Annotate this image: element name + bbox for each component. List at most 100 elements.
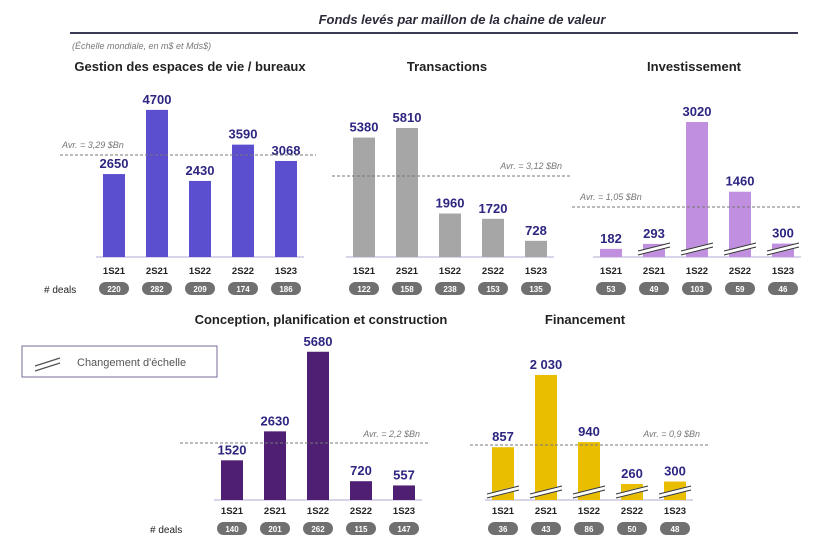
deals-badge — [574, 522, 604, 535]
deals-badge — [346, 522, 376, 535]
deals-count: 153 — [486, 285, 500, 294]
deals-label-top: # deals — [44, 285, 76, 296]
deals-count: 86 — [585, 525, 594, 534]
average-label: Avr. = 1,05 $Bn — [579, 192, 642, 202]
deals-count: 238 — [443, 285, 457, 294]
bar — [729, 191, 751, 257]
bar — [103, 174, 125, 257]
x-tick-label: 1S21 — [353, 266, 376, 277]
deals-count: 282 — [150, 285, 164, 294]
bar — [189, 180, 211, 257]
deals-count: 103 — [690, 285, 704, 294]
bar — [146, 109, 168, 257]
data-label: 5810 — [393, 110, 422, 125]
panel-3: Conception, planification et constructio… — [180, 312, 447, 535]
deals-count: 174 — [236, 285, 250, 294]
data-label: 720 — [350, 463, 372, 478]
bar — [275, 160, 297, 257]
x-tick-label: 1S21 — [103, 266, 126, 277]
deals-badge — [660, 522, 690, 535]
bar — [686, 122, 708, 257]
deals-badge — [521, 282, 551, 295]
x-tick-label: 1S22 — [578, 506, 600, 517]
legend: Changement d'échelle — [21, 345, 218, 378]
deals-badge — [228, 282, 258, 295]
x-tick-label: 1S23 — [525, 266, 547, 277]
bar — [492, 447, 514, 500]
panel-title: Financement — [545, 312, 626, 327]
deals-count: 122 — [357, 285, 371, 294]
x-tick-label: 2S22 — [232, 266, 254, 277]
average-label: Avr. = 2,2 $Bn — [362, 429, 420, 439]
average-label: Avr. = 3,29 $Bn — [61, 140, 124, 150]
bar — [232, 144, 254, 257]
x-tick-label: 1S21 — [221, 506, 244, 517]
deals-count: 50 — [628, 525, 637, 534]
data-label: 2630 — [261, 413, 290, 428]
panel-0: Gestion des espaces de vie / bureaux 2650… — [60, 59, 316, 295]
deals-count: 220 — [107, 285, 121, 294]
data-label: 2430 — [186, 163, 215, 178]
deals-count: 158 — [400, 285, 414, 294]
deals-badge — [303, 522, 333, 535]
bar — [535, 374, 557, 500]
x-tick-label: 1S23 — [393, 506, 415, 517]
data-label: 5680 — [304, 334, 333, 349]
bar — [393, 485, 415, 500]
deals-count: 53 — [607, 285, 616, 294]
deals-count: 209 — [193, 285, 207, 294]
deals-count: 115 — [355, 525, 368, 534]
data-label: 940 — [578, 424, 600, 439]
x-tick-label: 1S23 — [664, 506, 686, 517]
data-label: 182 — [600, 231, 622, 246]
x-tick-label: 1S21 — [600, 266, 623, 277]
deals-count: 262 — [311, 525, 325, 534]
scale-break-icon — [723, 242, 757, 256]
deals-count: 186 — [279, 285, 293, 294]
data-label: 557 — [393, 467, 415, 482]
deals-count: 46 — [779, 285, 788, 294]
deals-label-bottom: # deals — [150, 525, 182, 536]
x-tick-label: 2S21 — [643, 266, 666, 277]
bar — [439, 213, 461, 257]
panel-2: Investissement 182 1S21 53 293 2S21 49 3020 1S22… — [572, 59, 801, 295]
data-label: 728 — [525, 223, 547, 238]
deals-count: 140 — [225, 525, 239, 534]
x-tick-label: 1S22 — [307, 506, 329, 517]
data-label: 3590 — [229, 127, 258, 142]
deals-badge — [99, 282, 129, 295]
bar — [307, 351, 329, 500]
deals-badge — [435, 282, 465, 295]
x-tick-label: 2S21 — [146, 266, 169, 277]
deals-count: 43 — [542, 525, 551, 534]
x-tick-label: 1S22 — [686, 266, 708, 277]
data-label: 2 030 — [530, 357, 563, 372]
bar — [221, 460, 243, 500]
chart-subtitle: (Échelle mondiale, en m$ et Mds$) — [72, 41, 211, 51]
panel-title: Gestion des espaces de vie / bureaux — [74, 59, 306, 74]
deals-badge — [682, 282, 712, 295]
bar — [482, 218, 504, 257]
deals-badge — [768, 282, 798, 295]
data-label: 1720 — [479, 201, 508, 216]
deals-badge — [271, 282, 301, 295]
scale-break-icon — [529, 485, 563, 499]
data-label: 300 — [772, 226, 794, 241]
deals-badge — [142, 282, 172, 295]
scale-break-icon — [658, 485, 692, 499]
deals-badge — [389, 522, 419, 535]
deals-count: 48 — [671, 525, 680, 534]
bar — [264, 431, 286, 500]
data-label: 1460 — [726, 174, 755, 189]
data-label: 2650 — [100, 156, 129, 171]
x-tick-label: 2S22 — [621, 506, 643, 517]
deals-badge — [639, 282, 669, 295]
deals-badge — [478, 282, 508, 295]
deals-count: 147 — [397, 525, 411, 534]
deals-count: 59 — [736, 285, 745, 294]
bar — [396, 128, 418, 257]
deals-badge — [349, 282, 379, 295]
deals-badge — [217, 522, 247, 535]
panel-4: Financement 857 1S21 36 2 030 2S21 43 940 1S22 86… — [470, 312, 710, 535]
legend-label: Changement d'échelle — [77, 357, 186, 369]
